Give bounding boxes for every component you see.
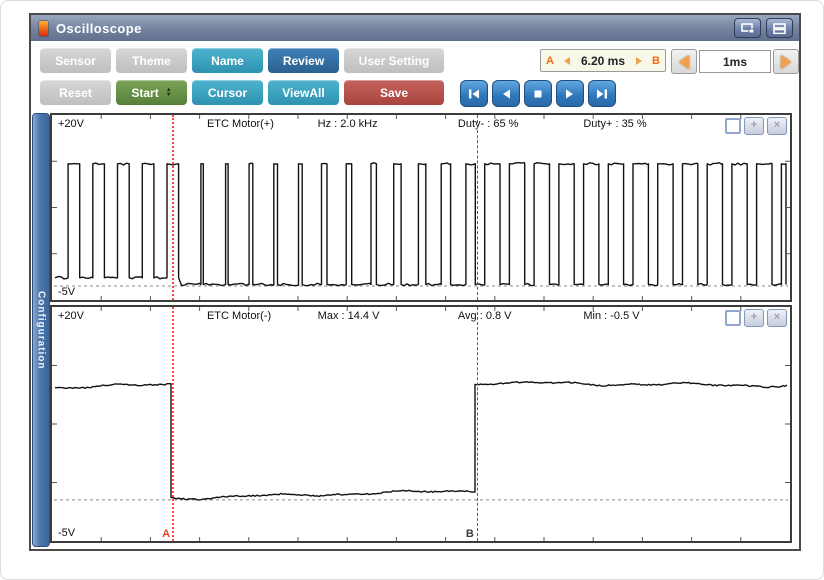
channel-2-avg-stat: Avg : 0.8 V <box>457 310 512 322</box>
a-left-arrow-icon <box>564 56 571 65</box>
prev-timebase-button[interactable] <box>671 49 697 74</box>
channel-2-visible-checkbox[interactable] <box>725 310 741 326</box>
skip-to-start-icon <box>469 89 479 98</box>
tile-windows-icon <box>773 22 786 34</box>
user-setting-button[interactable]: User Setting <box>344 48 444 73</box>
cursor-b-line[interactable] <box>476 115 478 300</box>
channel-2-waveform <box>52 307 790 541</box>
cursor-b-label: B <box>652 54 660 67</box>
channel-1-bottom-voltage-label: -5V <box>58 286 76 298</box>
cursor-span-value: 6.20 ms <box>580 53 625 68</box>
review-button[interactable]: Review <box>268 48 339 73</box>
plus-icon: + <box>750 119 758 131</box>
cursor-b-bottom-label: B <box>465 528 474 540</box>
channel-2-close-button[interactable]: × <box>767 309 787 327</box>
channel-2-bottom-voltage-label: -5V <box>58 527 76 539</box>
stop-icon <box>534 90 542 97</box>
reset-button[interactable]: Reset <box>40 80 111 105</box>
channel-1-duty-minus-stat: Duty- : 65 % <box>457 118 519 130</box>
window-title: Oscilloscope <box>56 20 142 36</box>
scope-main-area: Configuration +20V ETC Motor(+) Hz : 2.0… <box>31 111 799 549</box>
start-button[interactable]: Start ▲ ▼ <box>116 80 187 105</box>
timebase-value: 1ms <box>699 50 771 73</box>
close-icon: × <box>773 311 781 323</box>
step-back-button[interactable] <box>492 80 520 107</box>
next-timebase-icon <box>781 54 791 69</box>
tile-windows-button[interactable] <box>766 18 793 38</box>
channel-1-close-button[interactable]: × <box>767 117 787 135</box>
cursor-a-bottom-label: A <box>162 528 171 540</box>
cursor-a-line[interactable] <box>172 307 175 541</box>
cursor-a-line[interactable] <box>172 115 175 300</box>
title-bar[interactable]: Oscilloscope <box>31 15 799 41</box>
channel-1-waveform <box>52 115 790 300</box>
cascade-windows-icon <box>740 22 754 33</box>
playback-controls <box>460 80 616 107</box>
plus-icon: + <box>750 311 758 323</box>
configuration-tab[interactable]: Configuration <box>32 113 50 547</box>
channel-2-max-stat: Max : 14.4 V <box>317 310 380 322</box>
theme-button[interactable]: Theme <box>116 48 187 73</box>
channel-2-min-stat: Min : -0.5 V <box>583 310 640 322</box>
cascade-windows-button[interactable] <box>734 18 761 38</box>
step-back-icon <box>503 89 510 98</box>
channel-2-zoom-button[interactable]: + <box>744 309 764 327</box>
channel-1-controls: + × <box>725 117 787 135</box>
channel-1-visible-checkbox[interactable] <box>725 118 741 134</box>
down-triangle-icon: ▼ <box>165 91 172 98</box>
sensor-button[interactable]: Sensor <box>40 48 111 73</box>
save-button[interactable]: Save <box>344 80 444 105</box>
channel-1-zoom-button[interactable]: + <box>744 117 764 135</box>
cursor-a-label: A <box>546 54 554 67</box>
start-button-label: Start <box>131 85 159 100</box>
channel-1-top-voltage-label: +20V <box>58 118 84 130</box>
skip-to-end-button[interactable] <box>588 80 616 107</box>
b-right-arrow-icon <box>635 56 642 65</box>
viewall-button[interactable]: ViewAll <box>268 80 339 105</box>
prev-timebase-icon <box>679 54 689 69</box>
oscilloscope-window: Oscilloscope Sensor Theme Name Review Us… <box>29 13 801 551</box>
toolbar: Sensor Theme Name Review User Setting Re… <box>31 41 799 111</box>
channel-2-title: ETC Motor(-) <box>206 310 272 322</box>
stop-button[interactable] <box>524 80 552 107</box>
channel-1-frequency-stat: Hz : 2.0 kHz <box>317 118 378 130</box>
channel-1-panel[interactable]: +20V ETC Motor(+) Hz : 2.0 kHz Duty- : 6… <box>50 113 792 302</box>
channel-1-title: ETC Motor(+) <box>206 118 274 130</box>
skip-to-end-icon <box>597 89 607 98</box>
channel-2-panel[interactable]: +20V ETC Motor(-) Max : 14.4 V Avg : 0.8… <box>50 305 792 543</box>
up-triangle-icon: ▲ <box>165 86 172 93</box>
cursor-b-line[interactable] <box>476 307 478 541</box>
oscilloscope-icon <box>39 20 48 36</box>
play-icon <box>566 89 573 98</box>
skip-to-start-button[interactable] <box>460 80 488 107</box>
configuration-tab-label: Configuration <box>35 290 47 370</box>
play-button[interactable] <box>556 80 584 107</box>
timebase-control: 1ms <box>671 49 799 74</box>
start-spinner-icon[interactable]: ▲ ▼ <box>165 86 172 98</box>
name-button[interactable]: Name <box>192 48 263 73</box>
next-timebase-button[interactable] <box>773 49 799 74</box>
cursor-span-display: A 6.20 ms B <box>540 49 666 72</box>
cursor-button[interactable]: Cursor <box>192 80 263 105</box>
channel-2-top-voltage-label: +20V <box>58 310 84 322</box>
channel-1-duty-plus-stat: Duty+ : 35 % <box>583 118 647 130</box>
close-icon: × <box>773 119 781 131</box>
channel-2-controls: + × <box>725 309 787 327</box>
